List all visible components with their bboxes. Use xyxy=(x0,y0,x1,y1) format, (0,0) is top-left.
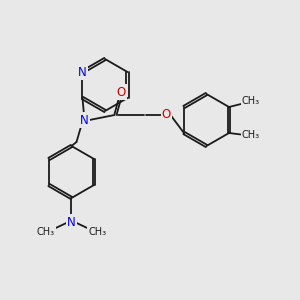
Text: O: O xyxy=(117,85,126,98)
Text: CH₃: CH₃ xyxy=(88,227,106,237)
Text: O: O xyxy=(162,109,171,122)
Text: CH₃: CH₃ xyxy=(242,130,260,140)
Text: N: N xyxy=(67,215,76,229)
Text: N: N xyxy=(80,113,89,127)
Text: N: N xyxy=(78,65,87,79)
Text: CH₃: CH₃ xyxy=(36,227,55,237)
Text: CH₃: CH₃ xyxy=(242,96,260,106)
